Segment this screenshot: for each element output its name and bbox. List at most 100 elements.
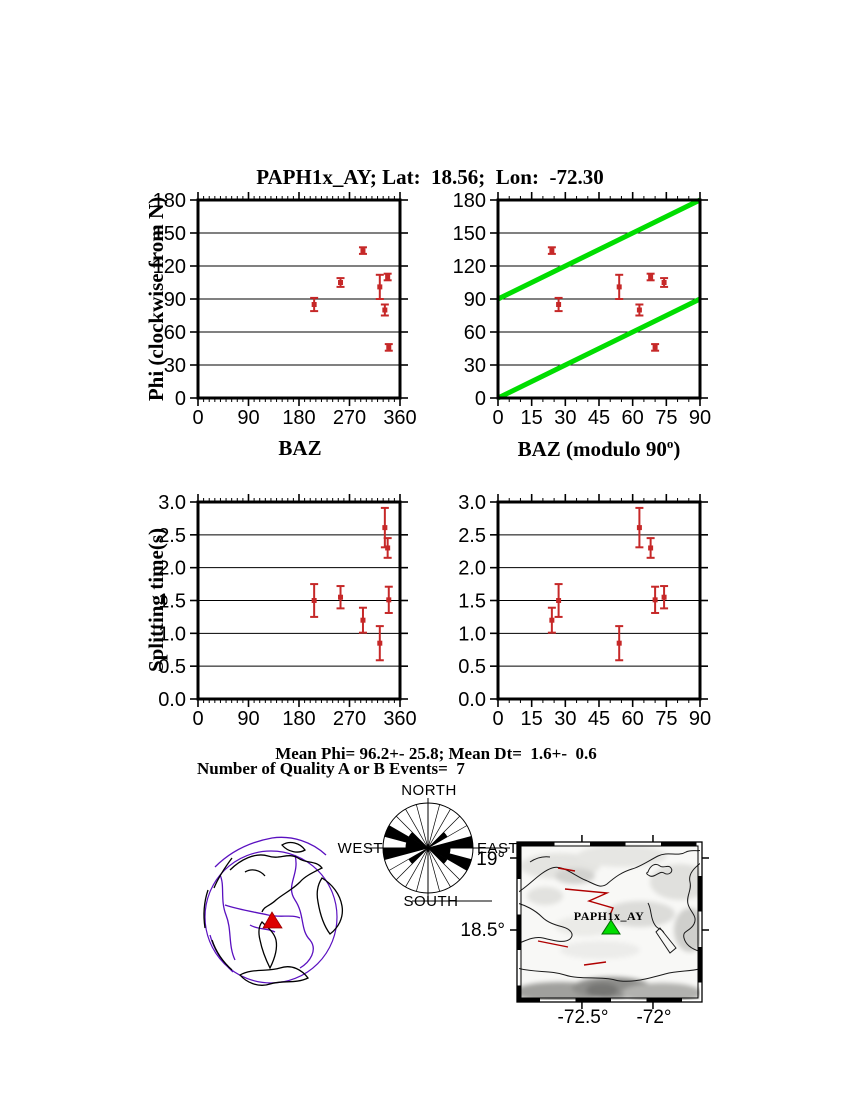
data-point	[338, 280, 344, 285]
data-point	[556, 302, 562, 307]
map-coastlines	[519, 850, 700, 982]
rose-spoke	[416, 804, 429, 849]
data-point	[377, 284, 383, 290]
x-tick-label: 90	[689, 708, 711, 730]
data-point	[377, 640, 383, 646]
map-fault-lines	[537, 867, 614, 966]
x-tick-label: 90	[237, 407, 259, 429]
rose-spoke	[395, 847, 429, 881]
map-lon-label-725: -72.5°	[557, 1007, 609, 1028]
rose-wedge	[428, 832, 448, 848]
data-point	[360, 248, 366, 254]
data-point	[652, 344, 658, 350]
rose-wedge	[428, 848, 472, 871]
y-tick-label: 180	[453, 190, 486, 212]
figure-title: PAPH1x_AY; Lat: 18.56; Lon: -72.30	[256, 165, 604, 189]
rose-spoke	[388, 825, 429, 849]
rose-label-west: WEST	[337, 840, 383, 857]
y-tick-label: 0.0	[458, 689, 486, 711]
x-tick-label: 0	[192, 708, 203, 730]
y-tick-label: 0	[175, 388, 186, 410]
rose-spoke	[388, 847, 429, 871]
rose-spoke	[416, 847, 429, 892]
map-relief-shading	[519, 845, 700, 1000]
y-tick-label: 150	[153, 223, 186, 245]
y-tick-label: 2.0	[158, 558, 186, 580]
rose-wedge	[428, 848, 448, 864]
data-point	[385, 274, 391, 280]
data-point	[648, 274, 654, 280]
station-label: PAPH1x_AY	[573, 909, 645, 923]
rose-wedge	[408, 832, 428, 848]
y-tick-label: 90	[164, 289, 186, 311]
station-marker-globe	[262, 911, 283, 929]
y-tick-label: 30	[164, 355, 186, 377]
data-point	[652, 597, 658, 603]
map-lat-label-19: 19°	[476, 849, 505, 870]
y-tick-label: 150	[453, 223, 486, 245]
data-point	[338, 594, 344, 600]
rose-spoke	[427, 815, 461, 849]
rose-spoke	[405, 808, 429, 849]
xaxis-title-baz-mod90-text: BAZ (modulo 90	[517, 437, 667, 461]
y-tick-label: 0.5	[458, 656, 486, 678]
globe-plate-boundaries	[209, 836, 327, 973]
rose-spoke	[384, 847, 429, 860]
x-tick-label: 0	[492, 708, 503, 730]
xaxis-title-baz-mod90-close: )	[673, 437, 681, 461]
globe-inset	[203, 836, 344, 986]
yaxis-title-phi: Phi (clockwise from N)	[144, 196, 168, 402]
x-tick-label: 45	[588, 407, 610, 429]
y-tick-label: 180	[153, 190, 186, 212]
rose-spoke	[427, 847, 451, 888]
rose-label-east: EAST	[477, 840, 519, 857]
y-tick-label: 2.5	[158, 525, 186, 547]
x-tick-label: 60	[622, 708, 644, 730]
rose-spoke	[427, 825, 468, 849]
rose-spoke	[427, 804, 440, 849]
y-tick-label: 0	[475, 388, 486, 410]
data-point	[549, 248, 555, 254]
x-tick-label: 270	[333, 407, 366, 429]
map-lat-label-185: 18.5°	[460, 920, 505, 941]
globe-outline	[204, 850, 338, 984]
y-tick-label: 1.0	[158, 623, 186, 645]
y-tick-label: 3.0	[458, 492, 486, 514]
x-tick-label: 180	[282, 407, 315, 429]
x-tick-label: 60	[622, 407, 644, 429]
x-tick-label: 75	[655, 407, 677, 429]
y-tick-label: 90	[464, 289, 486, 311]
x-tick-label: 360	[383, 708, 416, 730]
rose-spoke	[427, 808, 451, 849]
summary-event-count: Number of Quality A or B Events= 7	[197, 759, 465, 778]
rose-spoke	[427, 847, 461, 881]
x-tick-label: 75	[655, 708, 677, 730]
station-marker-map	[601, 919, 621, 935]
x-tick-label: 45	[588, 708, 610, 730]
globe-coastlines	[203, 841, 344, 986]
x-tick-label: 15	[521, 407, 543, 429]
x-tick-label: 15	[521, 708, 543, 730]
rose-spoke	[427, 847, 472, 860]
x-tick-label: 0	[492, 407, 503, 429]
x-tick-label: 270	[333, 708, 366, 730]
degree-superscript: o	[666, 436, 674, 451]
x-tick-label: 30	[554, 708, 576, 730]
y-tick-label: 30	[464, 355, 486, 377]
location-map	[516, 841, 703, 1003]
rose-spoke	[405, 847, 429, 888]
rose-spoke	[427, 836, 472, 849]
data-point	[385, 545, 391, 551]
y-tick-label: 2.5	[458, 525, 486, 547]
xaxis-title-baz: BAZ	[278, 436, 322, 460]
data-point	[636, 525, 642, 531]
x-tick-label: 90	[237, 708, 259, 730]
y-tick-label: 120	[453, 256, 486, 278]
rose-spoke	[395, 815, 429, 849]
y-tick-label: 120	[153, 256, 186, 278]
data-point	[549, 617, 555, 623]
x-tick-label: 360	[383, 407, 416, 429]
reference-line	[496, 296, 702, 401]
data-point	[556, 598, 562, 603]
data-point	[386, 597, 392, 603]
